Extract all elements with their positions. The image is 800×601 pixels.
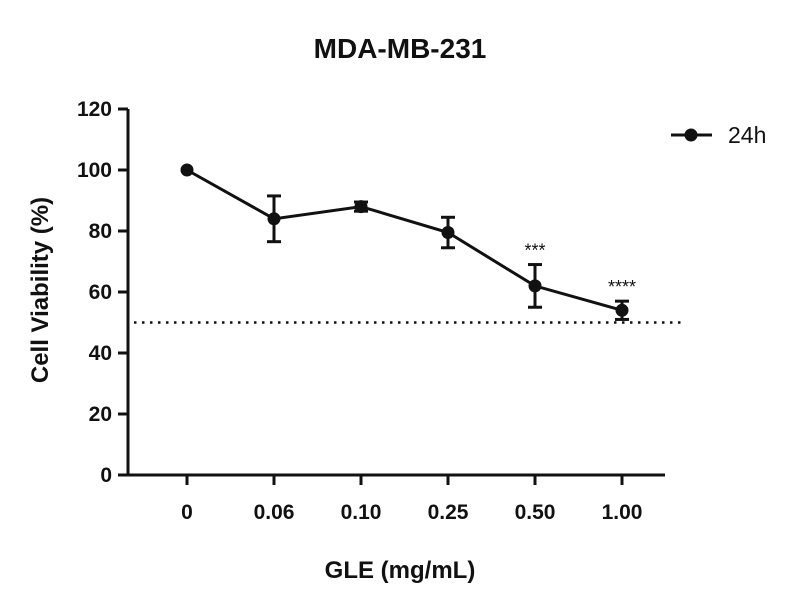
y-tick-label: 80 xyxy=(89,220,112,243)
axes: 0 20 40 60 80 100 120 0 0.06 0.10 0.25 0.50 1.00 xyxy=(77,98,665,524)
x-tick-label: 0.06 xyxy=(254,501,295,524)
y-tick-label: 100 xyxy=(77,159,112,182)
x-tick-label: 0.25 xyxy=(428,501,469,524)
y-tick-label: 20 xyxy=(89,403,112,426)
x-tick-label: 0.10 xyxy=(341,501,382,524)
y-tick-label: 0 xyxy=(100,464,112,487)
significance-label: *** xyxy=(524,241,545,261)
y-axis-label: Cell Viability (%) xyxy=(27,197,54,383)
x-tick-label: 0.50 xyxy=(515,501,556,524)
data-point xyxy=(180,163,194,177)
data-point xyxy=(615,303,629,317)
legend-label: 24h xyxy=(728,122,766,148)
legend-marker xyxy=(684,128,698,142)
legend: 24h xyxy=(671,122,766,148)
x-tick-label: 1.00 xyxy=(602,501,643,524)
y-tick-label: 60 xyxy=(89,281,112,304)
series-line xyxy=(186,168,623,312)
data-point xyxy=(528,279,542,293)
significance-label: **** xyxy=(608,277,636,297)
y-tick-label: 120 xyxy=(77,98,112,121)
x-tick-label: 0 xyxy=(181,501,193,524)
y-tick-label: 40 xyxy=(89,342,112,365)
data-point xyxy=(267,212,281,226)
chart-title: MDA-MB-231 xyxy=(314,33,487,64)
x-axis-label: GLE (mg/mL) xyxy=(325,557,476,584)
plot-area: ******* xyxy=(134,163,682,324)
data-point xyxy=(354,200,368,214)
data-point xyxy=(441,226,455,240)
